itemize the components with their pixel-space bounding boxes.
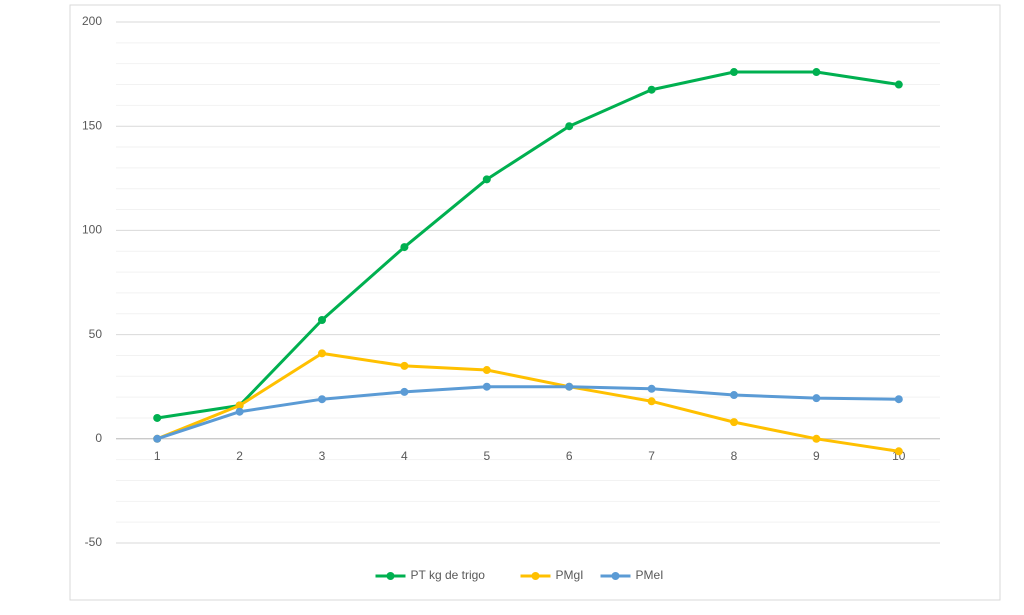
- data-point: [894, 80, 903, 89]
- data-point: [153, 434, 162, 443]
- data-point: [235, 407, 244, 416]
- x-tick-label: 1: [154, 449, 161, 463]
- x-tick-label: 9: [813, 449, 820, 463]
- data-point: [565, 382, 574, 391]
- data-point: [730, 391, 738, 400]
- chart-border: [69, 4, 1001, 601]
- data-point: [812, 434, 821, 443]
- data-point: [400, 387, 409, 396]
- legend-label: PMeI: [636, 568, 664, 582]
- y-tick-label: 150: [82, 118, 102, 132]
- x-tick-label: 8: [731, 449, 738, 463]
- data-point: [318, 349, 326, 358]
- y-tick-label: -50: [85, 535, 103, 549]
- data-point: [318, 316, 326, 325]
- x-tick-label: 2: [236, 449, 243, 463]
- series-line: [156, 351, 900, 453]
- x-tick-label: 3: [319, 449, 326, 463]
- data-point: [235, 401, 244, 410]
- y-tick-label: 0: [95, 431, 102, 445]
- data-point: [894, 447, 903, 456]
- data-point: [565, 122, 574, 131]
- legend-label: PMgI: [556, 568, 584, 582]
- y-tick-label: 100: [82, 223, 102, 237]
- series-line: [156, 70, 900, 420]
- data-point: [318, 395, 326, 404]
- data-point: [153, 413, 162, 422]
- x-tick-label: 7: [648, 449, 655, 463]
- data-point: [647, 397, 656, 406]
- data-point: [400, 361, 409, 370]
- data-point: [812, 68, 821, 77]
- legend-label: PT kg de trigo: [411, 568, 486, 582]
- data-point: [894, 395, 903, 404]
- legend-marker: [386, 572, 395, 580]
- data-point: [730, 418, 738, 427]
- data-point: [400, 243, 409, 252]
- data-point: [812, 394, 821, 403]
- y-tick-label: 50: [89, 327, 103, 341]
- x-tick-label: 4: [401, 449, 408, 463]
- legend-marker: [531, 572, 540, 580]
- data-point: [482, 382, 491, 391]
- data-point: [482, 366, 491, 375]
- data-point: [482, 175, 491, 184]
- data-point: [647, 85, 656, 94]
- x-tick-label: 5: [483, 449, 490, 463]
- x-tick-label: 6: [566, 449, 573, 463]
- data-point: [647, 384, 656, 393]
- legend-marker: [611, 572, 620, 580]
- data-point: [730, 68, 738, 77]
- y-tick-label: 200: [82, 14, 102, 28]
- series-line: [156, 385, 899, 441]
